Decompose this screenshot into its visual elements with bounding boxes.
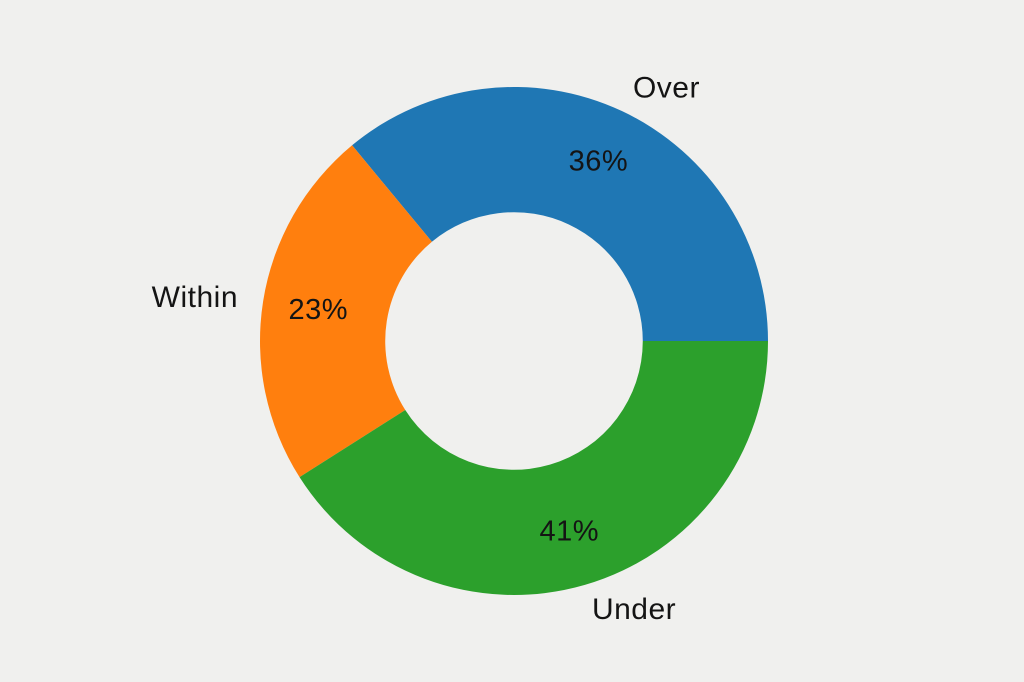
donut-slice-under — [299, 341, 768, 596]
donut-slices-group — [259, 86, 768, 596]
donut-slice-over — [352, 86, 768, 341]
value-label-within: 23% — [289, 294, 349, 326]
donut-slice-within — [259, 145, 432, 478]
category-label-within: Within — [152, 281, 238, 314]
value-label-under: 41% — [539, 515, 599, 547]
donut-labels-group: 36% Over 23% Within 41% Under — [152, 72, 700, 626]
value-label-over: 36% — [569, 146, 629, 178]
category-label-over: Over — [633, 72, 700, 105]
category-label-under: Under — [592, 593, 676, 626]
